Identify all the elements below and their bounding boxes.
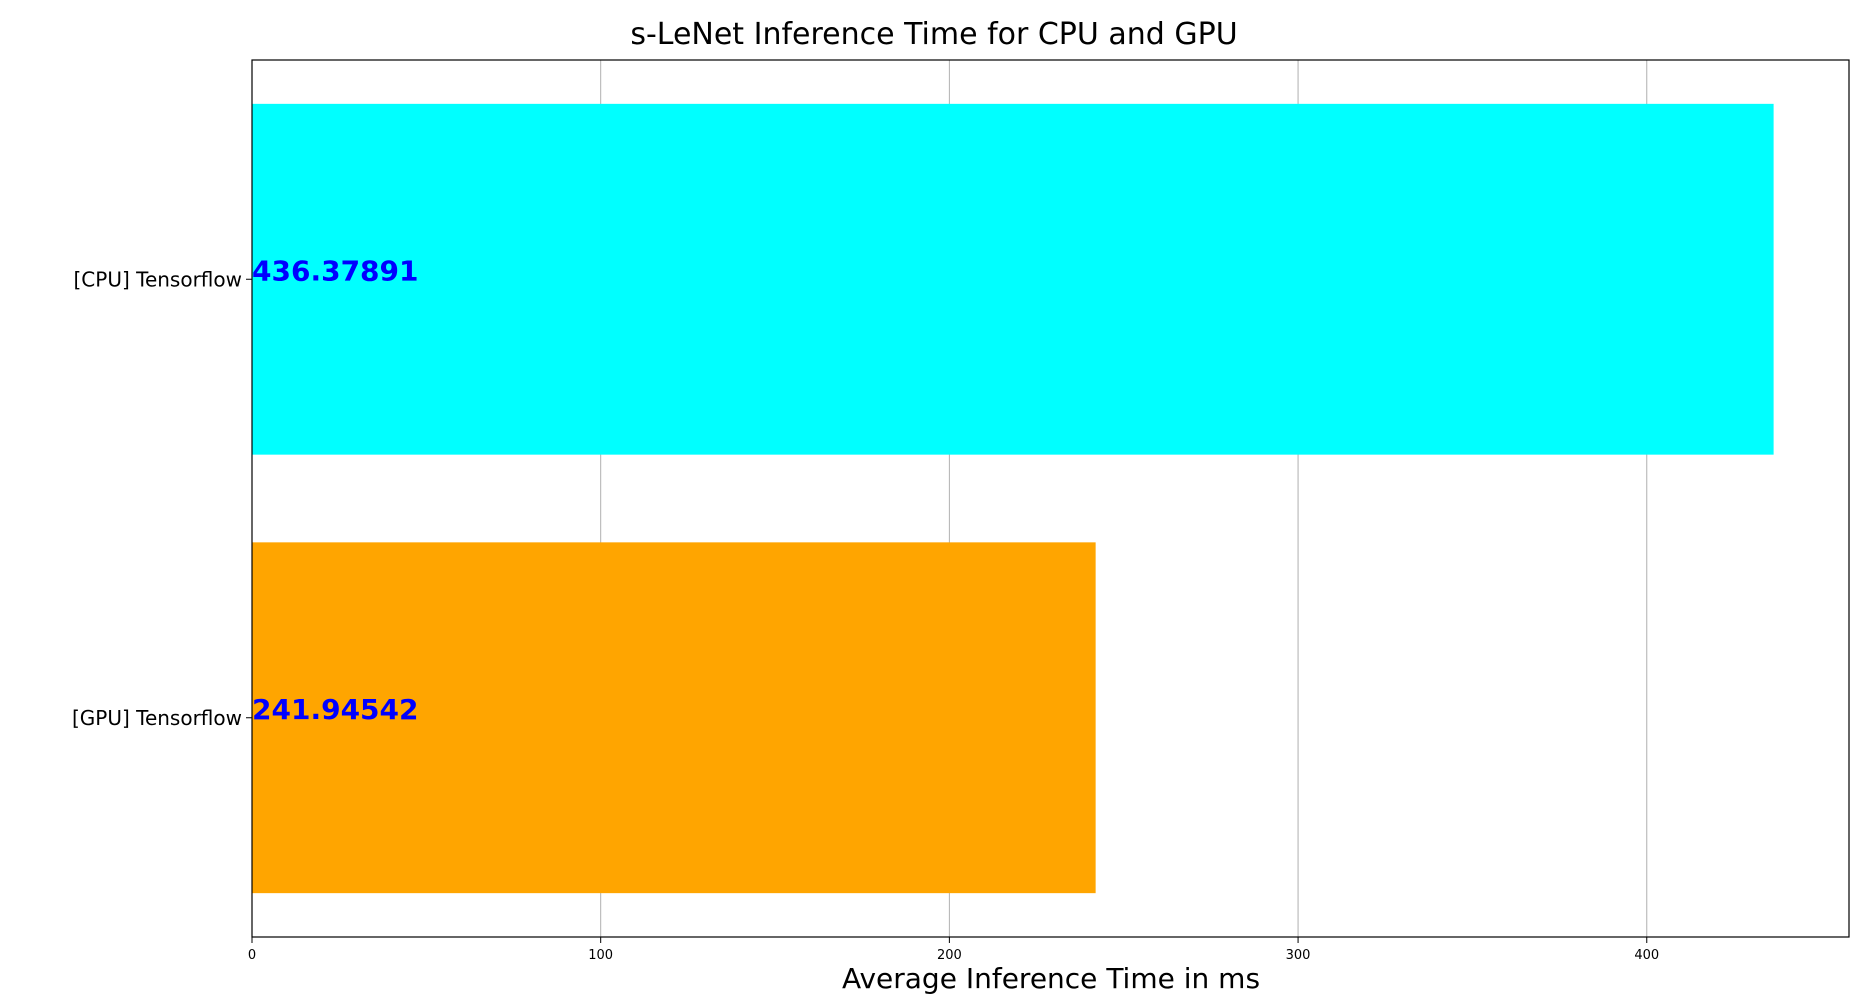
data-labels: 436.37891 241.94542 (252, 254, 419, 726)
x-tick-label: 100 (588, 948, 613, 963)
data-label: 436.37891 (252, 254, 419, 287)
y-tick-label: [CPU] Tensorflow (74, 267, 243, 291)
x-tick-label: 200 (937, 948, 962, 963)
x-tick-label: 300 (1286, 948, 1311, 963)
bar (252, 103, 1774, 455)
plot-frame (251, 59, 1850, 938)
x-axis: 0 100 200 300 400 (248, 937, 1659, 963)
bar (252, 542, 1096, 894)
x-tick-label: 400 (1634, 948, 1659, 963)
x-axis-label: Average Inference Time in ms (842, 962, 1260, 995)
y-tick-label: [GPU] Tensorflow (72, 706, 242, 730)
y-axis: [CPU] Tensorflow [GPU] Tensorflow (72, 267, 252, 730)
chart-title: s-LeNet Inference Time for CPU and GPU (630, 17, 1237, 52)
bars-layer (252, 103, 1774, 894)
x-tick-label: 0 (248, 948, 256, 963)
data-label: 241.94542 (252, 693, 419, 726)
